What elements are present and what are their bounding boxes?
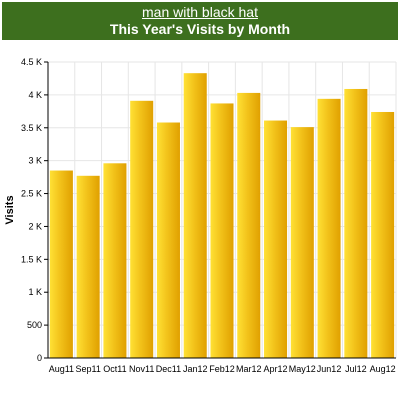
bar-dec11[interactable] <box>156 122 180 358</box>
x-tick-label: Apr12 <box>264 364 288 374</box>
bar-chart: 0 500 1 K 1.5 K 2 K 2.5 K 3 K 3.5 K 4 K 4.5 K Aug… <box>4 57 397 374</box>
y-tick-label: 0 <box>37 353 42 363</box>
x-tick-label: Oct11 <box>103 364 126 374</box>
bar-aug11[interactable] <box>49 170 73 358</box>
bar-jul12[interactable] <box>344 88 368 359</box>
bar-nov11[interactable] <box>130 100 154 358</box>
y-tick-label: 4 K <box>28 90 42 100</box>
y-tick-label: 2 K <box>28 221 42 231</box>
x-tick-label: Aug12 <box>370 364 396 374</box>
y-tick-label: 1.5 K <box>21 254 42 264</box>
page-title-link[interactable]: man with black hat <box>142 4 258 20</box>
y-tick-label: 500 <box>27 320 42 330</box>
x-tick-labels: Aug11 Sep11 Oct11 Nov11 Dec11 Jan12 Feb12 Mar12… <box>49 364 396 374</box>
y-tick-label: 3.5 K <box>21 123 42 133</box>
x-tick-label: Jul12 <box>345 364 367 374</box>
y-tick-labels: 0 500 1 K 1.5 K 2 K 2.5 K 3 K 3.5 K 4 K 4.5 K <box>21 57 42 363</box>
bar-apr12[interactable] <box>264 120 288 358</box>
y-tick-label: 3 K <box>28 156 42 166</box>
x-tick-label: Jun12 <box>317 364 342 374</box>
x-tick-label: Feb12 <box>209 364 235 374</box>
chart-header: man with black hat This Year's Visits by… <box>2 2 398 40</box>
chart-title: This Year's Visits by Month <box>109 21 291 37</box>
x-tick-label: Jan12 <box>183 364 208 374</box>
bar-mar12[interactable] <box>237 92 261 358</box>
bar-jan12[interactable] <box>183 73 207 358</box>
x-tick-label: Dec11 <box>156 364 181 374</box>
bars <box>49 73 395 359</box>
x-tick-label: Mar12 <box>236 364 262 374</box>
bar-aug12[interactable] <box>371 111 395 358</box>
y-tick-label: 1 K <box>28 287 42 297</box>
axes <box>44 61 396 359</box>
y-axis-label: Visits <box>4 195 16 224</box>
x-tick-label: Aug11 <box>49 364 74 374</box>
x-tick-label: Nov11 <box>129 364 154 374</box>
bar-feb12[interactable] <box>210 103 234 358</box>
bar-oct11[interactable] <box>103 163 127 358</box>
bar-may12[interactable] <box>290 127 314 359</box>
bar-sep11[interactable] <box>76 175 100 358</box>
y-tick-label: 2.5 K <box>21 189 42 199</box>
y-tick-label: 4.5 K <box>21 57 42 67</box>
x-tick-label: May12 <box>289 364 316 374</box>
bar-jun12[interactable] <box>317 98 341 358</box>
x-tick-label: Sep11 <box>75 364 100 374</box>
